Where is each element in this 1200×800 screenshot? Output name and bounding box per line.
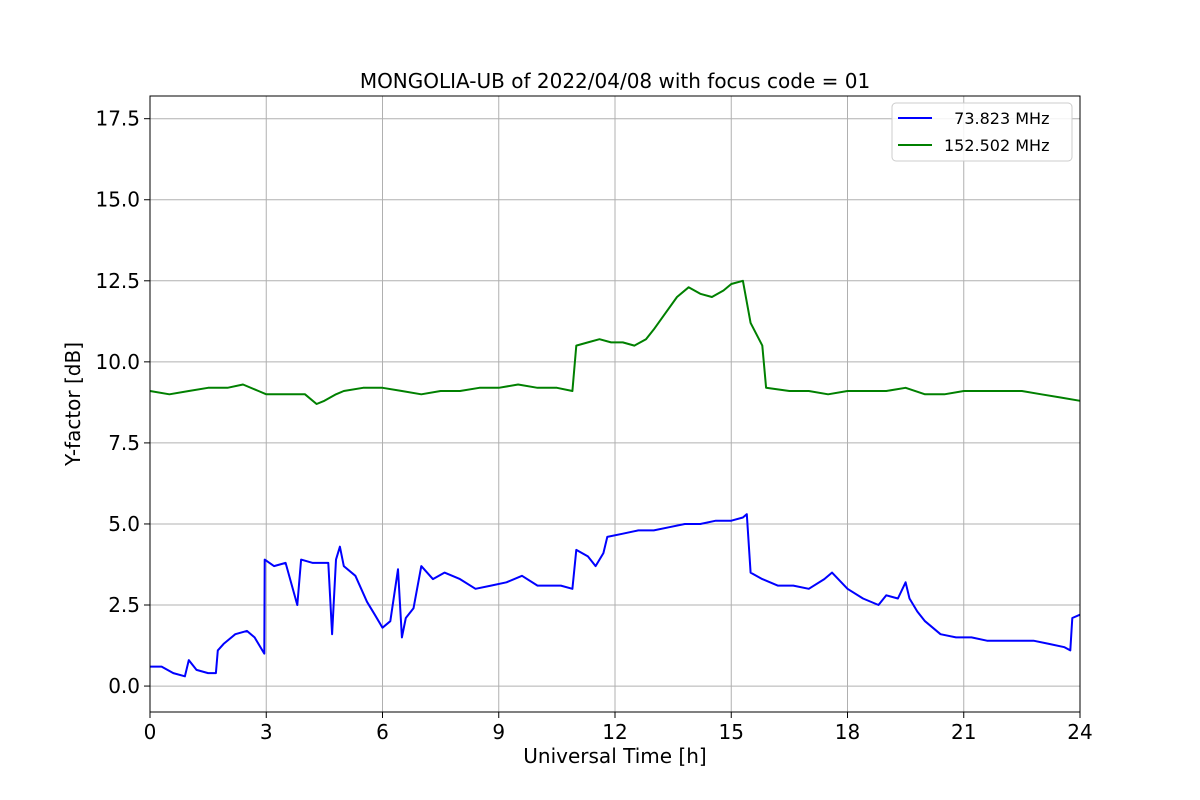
y-tick-label: 15.0 (95, 188, 140, 212)
x-tick-label: 21 (951, 720, 976, 744)
legend-label-152502: 152.502 MHz (944, 136, 1049, 155)
x-tick-label: 24 (1067, 720, 1092, 744)
series-line-1 (149, 279, 1081, 405)
y-tick-label: 12.5 (95, 269, 140, 293)
x-tick-label: 3 (260, 720, 273, 744)
x-tick-label: 15 (719, 720, 744, 744)
legend: 73.823 MHz 152.502 MHz (891, 102, 1073, 162)
legend-label-73823: 73.823 MHz (944, 109, 1049, 128)
x-tick-label: 12 (602, 720, 627, 744)
y-tick-label: 2.5 (108, 593, 140, 617)
x-tick-label: 0 (144, 720, 157, 744)
x-tick-label: 18 (835, 720, 860, 744)
axis-ticks: 0 3 6 9 12 15 18 21 24 0.0 2.5 5.0 7.5 10.0 12.5 15.0 17… (95, 107, 1092, 744)
x-tick-label: 6 (376, 720, 389, 744)
y-tick-label: 7.5 (108, 431, 140, 455)
x-axis-label: Universal Time [h] (523, 744, 706, 768)
y-tick-label: 17.5 (95, 107, 140, 131)
y-tick-label: 10.0 (95, 350, 140, 374)
y-tick-label: 5.0 (108, 512, 140, 536)
series-line-0 (150, 513, 1081, 678)
y-tick-label: 0.0 (108, 674, 140, 698)
series-layer (149, 279, 1081, 678)
legend-box (891, 102, 1073, 162)
y-axis-label: Y-factor [dB] (61, 342, 85, 467)
chart-title: MONGOLIA-UB of 2022/04/08 with focus cod… (360, 69, 870, 93)
x-tick-label: 9 (492, 720, 505, 744)
